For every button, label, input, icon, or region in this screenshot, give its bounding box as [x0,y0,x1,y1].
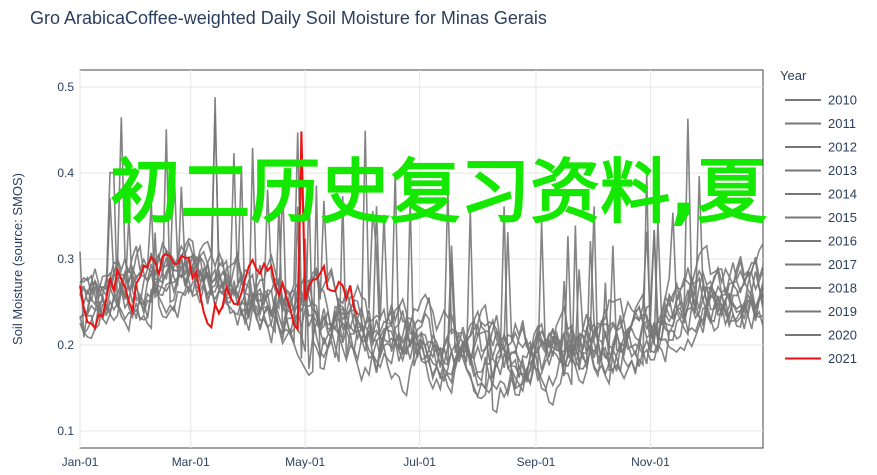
legend-item-2021[interactable]: 2021 [785,351,857,366]
y-tick-label: 0.3 [57,252,74,266]
legend-label: 2010 [828,93,857,108]
legend-item-2013[interactable]: 2013 [785,163,857,178]
series-line-2020 [79,112,764,388]
series-line-2019 [79,97,764,414]
series-line-2017 [79,187,764,386]
y-axis-ticks: 0.1 0.2 0.3 0.4 0.5 [57,80,74,438]
legend-item-2012[interactable]: 2012 [785,140,857,155]
x-tick-label: Jan-01 [62,455,99,469]
legend-item-2018[interactable]: 2018 [785,281,857,296]
legend-item-2017[interactable]: 2017 [785,257,857,272]
x-tick-label: May-01 [285,455,325,469]
legend-item-2015[interactable]: 2015 [785,210,857,225]
legend-label: 2020 [828,328,857,343]
x-tick-label: Sep-01 [517,455,556,469]
y-tick-label: 0.1 [57,424,74,438]
x-tick-label: Nov-01 [631,455,670,469]
y-tick-label: 0.4 [57,166,74,180]
legend-item-2020[interactable]: 2020 [785,328,857,343]
series-line-2012 [79,117,764,380]
legend-label: 2011 [828,116,856,131]
legend-label: 2021 [828,351,857,366]
legend-item-2014[interactable]: 2014 [785,187,857,202]
legend-item-2010[interactable]: 2010 [785,93,857,108]
series-layer [79,97,764,414]
legend-item-2019[interactable]: 2019 [785,304,857,319]
legend-label: 2017 [828,257,857,272]
series-line-2018 [79,153,764,380]
legend-title: Year [780,68,807,83]
chart-title: Gro ArabicaCoffee-weighted Daily Soil Mo… [30,8,547,28]
series-line-2021 [79,131,359,333]
y-axis-title: Soil Moisture (source: SMOS) [10,173,25,345]
x-axis-ticks: Jan-01 Mar-01 May-01 Jul-01 Sep-01 Nov-01 [62,455,670,469]
series-line-2016 [79,132,764,400]
legend-label: 2012 [828,140,857,155]
legend: 2010 2011 2012 2013 2014 2015 2016 2017 2018 2019… [785,93,857,366]
legend-label: 2014 [828,187,857,202]
y-tick-label: 0.5 [57,80,74,94]
x-tick-label: Jul-01 [403,455,436,469]
legend-item-2011[interactable]: 2011 [785,116,856,131]
x-tick-label: Mar-01 [172,455,210,469]
legend-label: 2015 [828,210,857,225]
legend-item-2016[interactable]: 2016 [785,234,857,249]
legend-label: 2019 [828,304,857,319]
y-tick-label: 0.2 [57,338,74,352]
legend-label: 2013 [828,163,857,178]
legend-label: 2018 [828,281,857,296]
series-line-2014 [79,118,764,407]
legend-label: 2016 [828,234,857,249]
